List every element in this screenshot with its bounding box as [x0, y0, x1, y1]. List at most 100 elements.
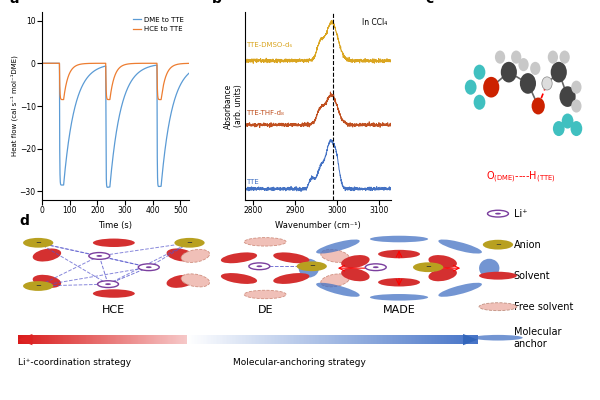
Bar: [191, 336, 193, 344]
Y-axis label: Heat flow (cal s⁻¹ mol⁻¹DME): Heat flow (cal s⁻¹ mol⁻¹DME): [11, 56, 18, 156]
Bar: [475, 336, 476, 344]
Bar: [444, 336, 446, 344]
Bar: [396, 336, 398, 344]
Bar: [19, 336, 20, 344]
Circle shape: [520, 73, 536, 94]
Y-axis label: Absorbance
(arb. units): Absorbance (arb. units): [224, 83, 243, 129]
Bar: [100, 336, 101, 344]
Bar: [319, 336, 320, 344]
Bar: [379, 336, 380, 344]
Bar: [151, 336, 152, 344]
Bar: [466, 336, 467, 344]
Bar: [135, 336, 136, 344]
Ellipse shape: [439, 240, 482, 254]
Bar: [271, 336, 272, 344]
Bar: [136, 336, 137, 344]
Bar: [360, 336, 361, 344]
Bar: [424, 336, 425, 344]
Bar: [193, 336, 194, 344]
Text: $\mathregular{O_{(DME)}}$----$\mathregular{H_{(TTE)}}$: $\mathregular{O_{(DME)}}$----$\mathregul…: [486, 170, 556, 185]
Circle shape: [473, 95, 485, 110]
Bar: [18, 336, 19, 344]
Bar: [376, 336, 377, 344]
Bar: [218, 336, 219, 344]
Circle shape: [562, 114, 574, 128]
Circle shape: [138, 264, 159, 271]
Bar: [436, 336, 437, 344]
Ellipse shape: [321, 274, 349, 287]
Bar: [362, 336, 364, 344]
Bar: [374, 336, 376, 344]
Bar: [168, 336, 169, 344]
Text: Solvent: Solvent: [514, 271, 550, 281]
Bar: [224, 336, 226, 344]
Bar: [231, 336, 232, 344]
DME to TTE: [133, 72, 140, 77]
Bar: [458, 336, 460, 344]
Bar: [463, 336, 464, 344]
Bar: [398, 336, 399, 344]
Bar: [464, 336, 466, 344]
Ellipse shape: [32, 275, 61, 288]
Circle shape: [495, 50, 505, 64]
Bar: [214, 336, 215, 344]
Bar: [31, 336, 32, 344]
Bar: [98, 336, 100, 344]
Bar: [441, 336, 443, 344]
Bar: [437, 336, 439, 344]
Bar: [199, 336, 200, 344]
Bar: [190, 336, 191, 344]
Bar: [223, 336, 224, 344]
Text: a: a: [10, 0, 19, 6]
HCE to TTE: [104, 97, 112, 102]
HCE to TTE: [185, 61, 193, 66]
Text: d: d: [19, 214, 29, 228]
Text: Anion: Anion: [514, 240, 541, 250]
Ellipse shape: [370, 294, 428, 300]
Bar: [124, 336, 125, 344]
Bar: [210, 336, 211, 344]
Bar: [344, 336, 345, 344]
Bar: [94, 336, 95, 344]
Bar: [213, 336, 214, 344]
Bar: [42, 336, 43, 344]
Line: HCE to TTE: HCE to TTE: [42, 63, 189, 100]
Bar: [181, 336, 182, 344]
Ellipse shape: [479, 272, 517, 280]
Bar: [95, 336, 97, 344]
Bar: [233, 336, 235, 344]
Bar: [204, 336, 206, 344]
Ellipse shape: [479, 303, 517, 311]
Bar: [323, 336, 325, 344]
Bar: [170, 336, 172, 344]
Bar: [157, 336, 158, 344]
Bar: [77, 336, 79, 344]
Bar: [382, 336, 383, 344]
Bar: [196, 336, 197, 344]
Bar: [278, 336, 280, 344]
Circle shape: [249, 263, 270, 270]
Bar: [427, 336, 428, 344]
Bar: [217, 336, 218, 344]
Bar: [450, 336, 451, 344]
Bar: [178, 336, 179, 344]
Bar: [41, 336, 42, 344]
Bar: [237, 336, 238, 344]
Bar: [252, 336, 254, 344]
Ellipse shape: [221, 252, 257, 263]
Bar: [268, 336, 269, 344]
Bar: [144, 336, 145, 344]
Bar: [410, 336, 412, 344]
Bar: [373, 336, 374, 344]
Bar: [264, 336, 265, 344]
Circle shape: [89, 252, 110, 259]
Bar: [259, 336, 261, 344]
Bar: [232, 336, 233, 344]
Bar: [296, 336, 297, 344]
Bar: [208, 336, 209, 344]
DME to TTE: [169, 107, 176, 112]
Ellipse shape: [341, 268, 370, 281]
Bar: [395, 336, 396, 344]
Bar: [187, 336, 188, 344]
Bar: [220, 336, 221, 344]
